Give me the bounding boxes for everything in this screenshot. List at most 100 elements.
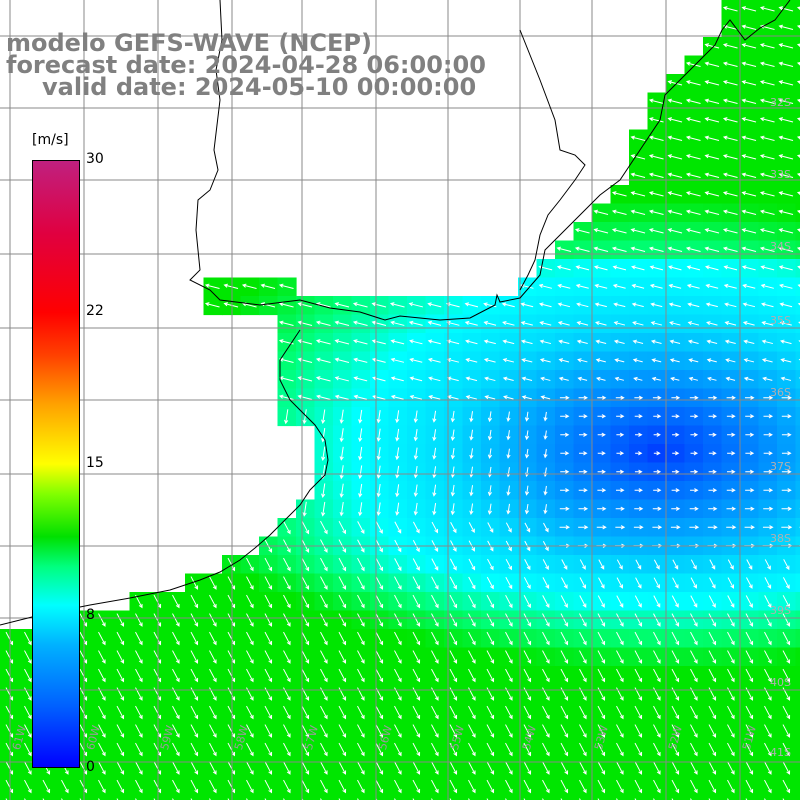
wind-arrow <box>278 357 294 363</box>
wind-arrow <box>358 409 363 424</box>
wind-cell <box>795 666 800 686</box>
wind-arrow <box>445 302 460 308</box>
wind-arrow <box>759 43 775 49</box>
wind-arrow <box>301 576 310 590</box>
wind-arrow <box>297 302 313 308</box>
wind-arrow <box>449 742 458 757</box>
wind-arrow <box>761 339 773 345</box>
wind-arrow <box>782 650 791 664</box>
wind-arrow <box>483 358 496 363</box>
wind-arrow <box>320 742 328 757</box>
wind-arrow <box>135 650 143 664</box>
wind-arrow <box>153 779 162 794</box>
wind-arrow <box>579 451 588 456</box>
wind-arrow <box>722 6 738 12</box>
wind-arrow <box>741 172 757 178</box>
wind-arrow <box>334 320 350 326</box>
wind-arrow <box>560 432 570 437</box>
wind-cell <box>55 795 75 800</box>
wind-arrow <box>520 320 533 326</box>
wind-arrow <box>593 228 609 234</box>
wind-arrow <box>780 358 792 363</box>
wind-arrow <box>209 779 217 794</box>
wind-arrow <box>722 98 738 104</box>
wind-arrow <box>688 358 699 363</box>
wind-arrow <box>153 705 162 720</box>
wind-arrow <box>320 779 328 794</box>
wind-arrow <box>302 501 307 517</box>
wind-arrow <box>648 172 664 178</box>
wind-arrow <box>409 357 423 363</box>
wind-arrow <box>153 650 162 664</box>
wind-arrow <box>283 613 291 627</box>
wind-arrow <box>672 559 679 570</box>
wind-arrow <box>246 705 254 720</box>
wind-arrow <box>172 631 180 646</box>
wind-arrow <box>722 117 738 123</box>
lat-label: 37S <box>770 460 791 473</box>
wind-arrow <box>722 154 738 160</box>
wind-cell <box>185 795 205 800</box>
wind-arrow <box>727 432 736 437</box>
wind-arrow <box>579 559 586 570</box>
wind-cell <box>203 795 223 800</box>
wind-arrow <box>797 284 800 288</box>
wind-arrow <box>690 613 698 627</box>
wind-arrow <box>648 191 664 197</box>
wind-arrow <box>722 80 738 86</box>
wind-arrow <box>390 376 404 382</box>
wind-arrow <box>505 724 513 738</box>
wind-arrow <box>204 283 220 289</box>
wind-arrow <box>376 484 381 498</box>
wind-arrow <box>523 631 532 646</box>
wind-arrow <box>653 779 661 794</box>
wind-arrow <box>727 595 735 608</box>
wind-arrow <box>79 761 88 775</box>
wind-arrow <box>209 631 217 646</box>
wind-arrow <box>469 429 474 441</box>
wind-arrow <box>685 135 701 141</box>
wind-arrow <box>395 484 400 498</box>
wind-arrow <box>724 339 736 344</box>
wind-arrow <box>561 577 568 589</box>
wind-arrow <box>745 613 754 627</box>
wind-arrow <box>412 761 421 775</box>
wind-arrow <box>763 451 773 456</box>
wind-arrow <box>746 559 753 570</box>
wind-arrow <box>671 650 680 664</box>
wind-arrow <box>652 525 663 530</box>
wind-arrow <box>685 98 701 104</box>
wind-arrow <box>246 668 254 683</box>
wind-arrow <box>653 668 661 683</box>
wind-arrow <box>671 613 680 627</box>
wind-arrow <box>685 80 701 86</box>
wind-cell <box>462 795 482 800</box>
wind-arrow <box>745 595 753 608</box>
wind-arrow <box>449 668 458 683</box>
wind-arrow <box>338 705 347 720</box>
wind-cell <box>37 795 57 800</box>
wind-arrow <box>634 414 643 419</box>
wind-arrow <box>371 302 387 308</box>
wind-arrow <box>560 451 570 456</box>
wind-cell <box>240 795 260 800</box>
wind-arrow <box>560 779 569 794</box>
wind-arrow <box>505 705 513 720</box>
wind-arrow <box>357 650 365 664</box>
wind-arrow <box>334 302 350 308</box>
wind-arrow <box>297 357 313 363</box>
wind-arrow <box>630 246 646 252</box>
wind-arrow <box>505 779 513 794</box>
wind-arrow <box>613 302 626 308</box>
wind-arrow <box>560 742 569 757</box>
wind-arrow <box>394 613 402 627</box>
wind-arrow <box>669 339 681 344</box>
wind-cell <box>777 795 797 800</box>
wind-arrow <box>204 302 220 308</box>
wind-arrow <box>597 414 607 419</box>
wind-arrow <box>690 779 698 794</box>
wind-arrow <box>650 321 663 326</box>
wind-arrow <box>653 414 662 419</box>
wind-arrow <box>321 483 326 499</box>
wind-arrow <box>722 135 738 141</box>
